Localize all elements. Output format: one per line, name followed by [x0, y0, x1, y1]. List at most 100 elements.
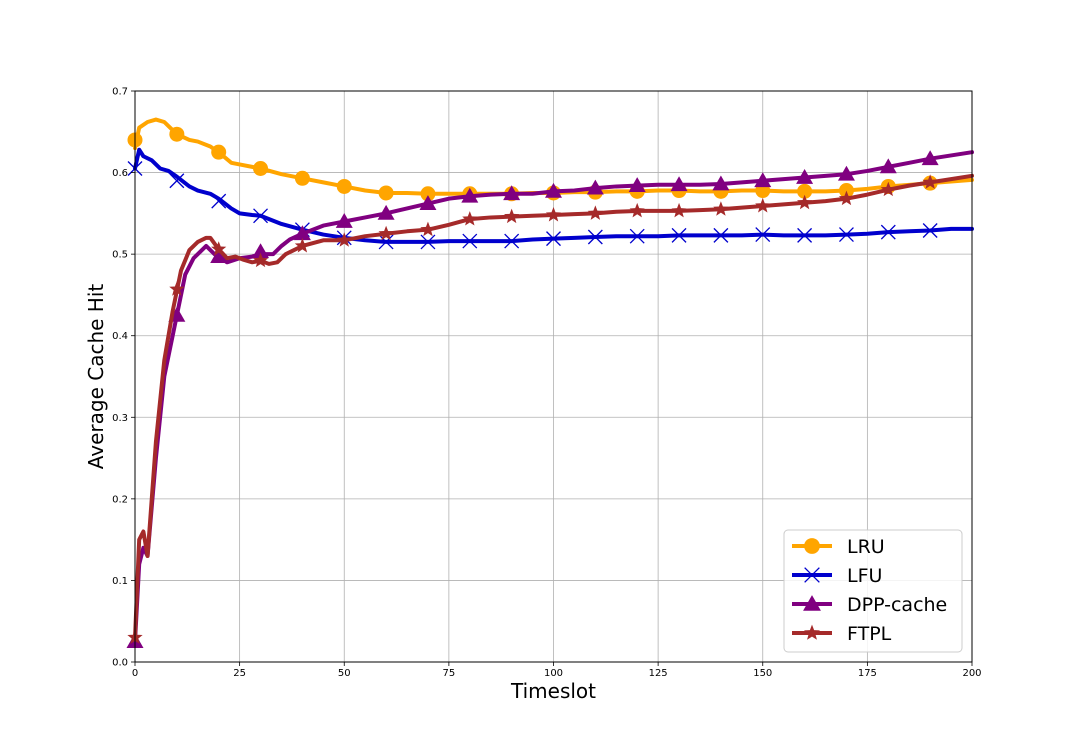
lfu-marker: [671, 227, 687, 243]
dpp-cache-marker: [628, 177, 646, 192]
lfu-marker: [755, 227, 771, 243]
legend-label: LFU: [847, 565, 882, 587]
lfu-marker: [629, 228, 645, 244]
y-tick-label: 0.5: [112, 250, 128, 261]
dpp-cache-marker: [586, 179, 604, 195]
ftpl-marker: [671, 202, 687, 218]
dpp-cache-marker: [545, 182, 562, 198]
dpp-cache-marker: [879, 158, 897, 174]
ftpl-marker: [545, 206, 562, 222]
legend-item-ftpl: FTPL: [792, 623, 892, 645]
dpp-cache-marker: [712, 175, 730, 191]
dpp-cache-marker: [796, 168, 814, 184]
ftpl-marker: [420, 221, 436, 237]
ftpl-marker: [713, 201, 729, 216]
x-tick-label: 75: [443, 668, 456, 679]
y-tick-label: 0.0: [112, 658, 128, 669]
ftpl-marker: [211, 241, 227, 256]
x-tick-label: 25: [233, 668, 246, 679]
ftpl-marker: [504, 208, 520, 224]
x-tick-label: 175: [858, 668, 877, 679]
y-tick-label: 0.4: [112, 331, 128, 342]
y-tick-label: 0.1: [112, 576, 128, 587]
lru-marker: [169, 126, 185, 142]
x-tick-label: 0: [132, 668, 138, 679]
lru-marker: [294, 170, 310, 186]
lru-marker: [420, 186, 436, 202]
lfu-marker: [713, 227, 729, 243]
dpp-cache-marker: [335, 213, 353, 228]
y-tick-label: 0.3: [112, 413, 128, 424]
lfu-marker: [169, 173, 185, 189]
lru-marker: [336, 178, 352, 194]
ftpl-marker: [755, 198, 771, 213]
dpp-cache-marker: [461, 187, 479, 203]
lru-marker: [797, 183, 813, 199]
ftpl-marker: [252, 252, 269, 268]
y-tick-label: 0.6: [112, 168, 128, 179]
dpp-cache-marker: [293, 225, 311, 241]
ftpl-marker: [294, 237, 311, 253]
legend-marker: [803, 595, 821, 611]
x-tick-label: 200: [962, 668, 981, 679]
x-tick-label: 100: [544, 668, 563, 679]
lfu-marker: [504, 233, 520, 249]
y-tick-label: 0.2: [112, 494, 128, 505]
legend-label: DPP-cache: [847, 594, 947, 616]
axis-ticks: 0 25 50 75 100 125 150 175 200 0.0 0.1 0.2 0.3 0.4 0.5…: [112, 87, 981, 680]
lru-marker: [211, 144, 227, 160]
lfu-marker: [797, 227, 813, 243]
dpp-cache-marker: [837, 165, 855, 181]
legend-marker: [804, 538, 820, 554]
legend-item-lfu: LFU: [792, 565, 882, 587]
lfu-marker: [587, 229, 603, 245]
ftpl-marker: [629, 202, 645, 218]
legend-marker: [804, 567, 820, 583]
ftpl-line: [133, 173, 974, 640]
ftpl-marker: [462, 211, 478, 226]
lru-marker: [378, 185, 394, 201]
ftpl-marker: [336, 232, 352, 247]
x-tick-label: 150: [753, 668, 772, 679]
lru-marker: [838, 183, 854, 199]
legend-box: [783, 529, 963, 653]
ftpl-marker: [169, 281, 185, 296]
lfu-marker: [420, 234, 436, 250]
dpp-cache-marker: [210, 248, 228, 263]
ftpl-marker: [587, 205, 603, 220]
dpp-cache-marker: [503, 185, 521, 201]
x-tick-label: 50: [338, 668, 351, 679]
ftpl-marker: [922, 174, 938, 189]
lru-marker: [253, 160, 269, 176]
dpp-cache-marker: [419, 195, 437, 210]
lfu-marker: [880, 224, 896, 240]
series-lfu: [127, 147, 974, 250]
legend-label: FTPL: [847, 623, 892, 645]
lfu-marker: [462, 233, 478, 249]
y-tick-label: 0.7: [112, 87, 128, 98]
series-dpp-cache: [126, 150, 974, 648]
dpp-cache-marker: [252, 243, 270, 259]
y-axis-label: Average Cache Hit: [84, 284, 108, 470]
legend-item-dpp-cache: DPP-cache: [792, 594, 947, 616]
series-ftpl: [127, 173, 974, 644]
lfu-marker: [378, 234, 394, 250]
lfu-marker: [922, 223, 938, 238]
ftpl-marker: [378, 225, 394, 241]
ftpl-marker: [796, 194, 813, 210]
legend-label: LRU: [847, 536, 885, 558]
dpp-cache-marker: [921, 150, 939, 166]
lfu-marker: [838, 227, 854, 243]
lfu-marker: [546, 231, 561, 247]
x-axis-label: Timeslot: [510, 679, 596, 703]
dpp-cache-marker: [670, 176, 688, 192]
lfu-marker: [211, 193, 227, 209]
series-layer: [126, 117, 974, 648]
legend-item-lru: LRU: [792, 536, 885, 558]
ftpl-marker: [880, 181, 896, 197]
dpp-cache-marker: [377, 204, 395, 220]
legend: LRU LFU DPP-cache FTPL: [783, 529, 963, 653]
lfu-marker: [253, 208, 269, 224]
ftpl-marker: [838, 190, 855, 206]
